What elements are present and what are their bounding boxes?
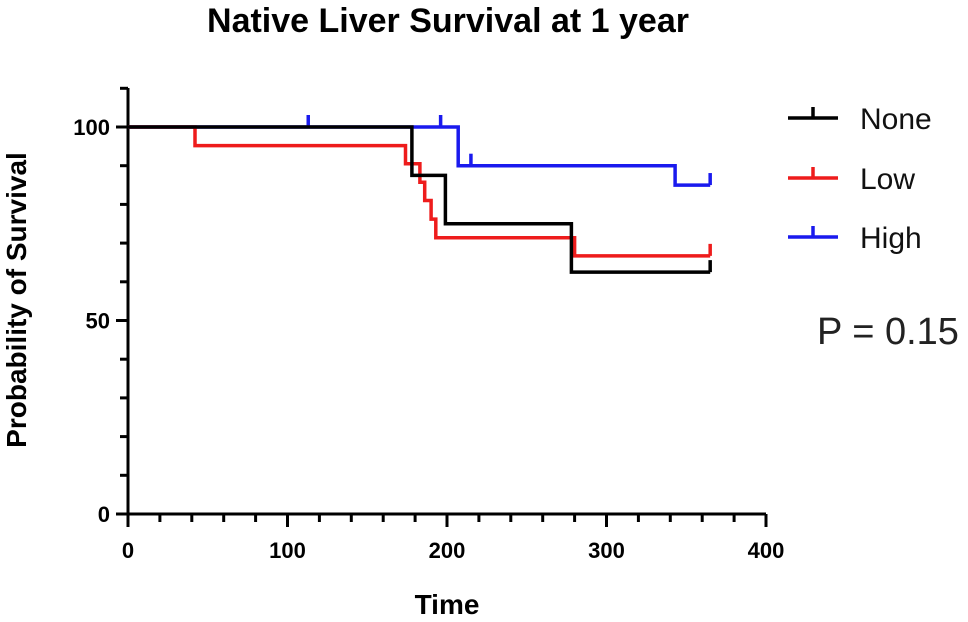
y-tick-label: 0 xyxy=(98,502,110,527)
x-tick-label: 300 xyxy=(588,538,625,563)
chart-title: Native Liver Survival at 1 year xyxy=(207,2,689,40)
legend-label-high: High xyxy=(860,222,922,255)
y-tick-label: 100 xyxy=(73,115,110,140)
x-tick-label: 0 xyxy=(122,538,134,563)
x-tick-label: 100 xyxy=(269,538,306,563)
p-value-annotation: P = 0.15 xyxy=(817,311,959,353)
survival-curve-none xyxy=(128,125,711,274)
x-tick-label: 200 xyxy=(429,538,466,563)
y-axis-label: Probability of Survival xyxy=(1,152,32,448)
survival-curves xyxy=(128,115,712,274)
axes: 0 50 100 0 100 200 300 400 xyxy=(73,86,785,563)
legend: None Low High xyxy=(788,103,932,255)
x-axis-label: Time xyxy=(415,589,480,620)
y-tick-label: 50 xyxy=(86,309,110,334)
legend-label-none: None xyxy=(860,103,932,136)
survival-curve-low xyxy=(128,125,711,258)
legend-label-low: Low xyxy=(860,163,915,196)
x-tick-label: 400 xyxy=(748,538,785,563)
